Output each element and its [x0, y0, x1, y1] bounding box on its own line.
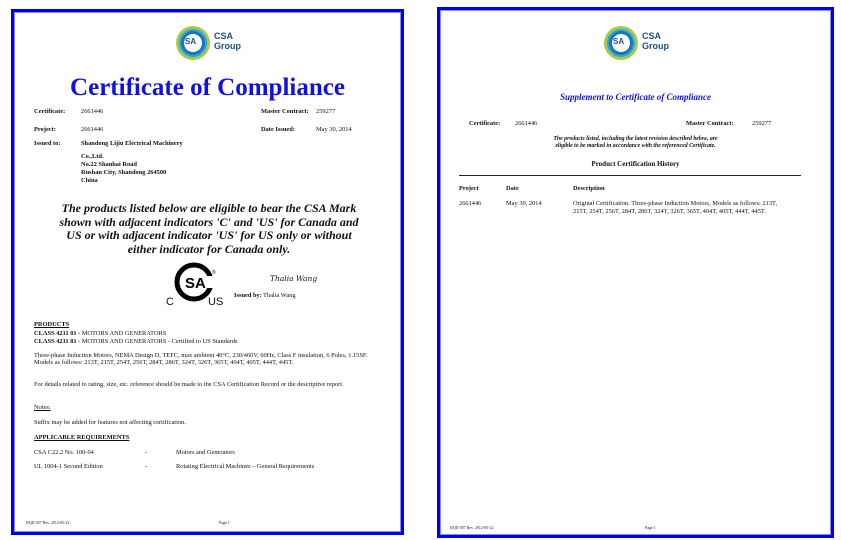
row-date: May 30, 2014 — [506, 200, 542, 207]
csa-logo-icon: SA — [176, 26, 210, 60]
details-note: For details related to rating, size, etc… — [34, 381, 344, 388]
intro-line: The products listed, including the lates… — [553, 136, 718, 142]
issued-to-line: Co.,Ltd. — [81, 153, 104, 160]
master-contract-value: 259277 — [316, 108, 336, 115]
eligibility-statement: The products listed below are eligible t… — [59, 201, 359, 256]
certificate-page: SA CSA Group Certificate of Compliance Ce… — [11, 9, 404, 535]
page-title: Certificate of Compliance — [70, 74, 345, 101]
certificate-label: Certificate: — [34, 108, 66, 115]
logo-text-group: Group — [214, 41, 241, 51]
csa-logo-icon: SA — [604, 26, 638, 60]
certificate-value: 2661446 — [81, 108, 104, 115]
svg-text:SA: SA — [185, 275, 206, 292]
master-contract-label: Master Contract: — [686, 120, 734, 127]
mark-us-indicator: US — [208, 296, 224, 308]
divider — [459, 175, 801, 176]
notes-heading: Notes: — [34, 404, 51, 411]
logo-text-csa: CSA — [214, 31, 234, 41]
history-heading: Product Certification History — [591, 160, 680, 168]
project-value: 2661446 — [81, 126, 104, 133]
column-date: Date — [506, 185, 519, 192]
project-label: Project: — [34, 126, 56, 133]
issued-to-line: China — [81, 177, 98, 184]
class-code: CLASS 4211 01 — [34, 330, 77, 337]
issued-to-line: Rushan City, Shandong 264500 — [81, 169, 167, 176]
certificate-label: Certificate: — [469, 120, 501, 127]
logo-text-csa: CSA — [642, 31, 662, 41]
issued-by-label: Issued by: — [234, 292, 262, 299]
date-issued-value: May 30, 2014 — [316, 126, 352, 133]
column-project: Project — [459, 185, 479, 192]
footer-page-number: Page 1 — [645, 525, 656, 530]
csa-mark-icon: SA — [174, 262, 214, 302]
row-description: 215T, 254T, 256T, 284T, 286T, 324T, 326T… — [573, 208, 766, 215]
class-desc: - MOTORS AND GENERATORS - Certified to U… — [78, 338, 238, 345]
requirement-standard: CSA C22.2 No. 100-04 — [34, 449, 94, 456]
signature: Thalia Wang — [270, 274, 318, 283]
footer-doc-id: DQD 507 Rev. 2012-05-22 — [26, 520, 70, 525]
products-heading: PRODUCTS — [34, 321, 70, 328]
supplement-page: SA CSA Group Supplement to Certificate of… — [437, 7, 834, 538]
master-contract-value: 259277 — [752, 120, 772, 127]
csa-group-logo: SA CSA Group — [604, 26, 674, 62]
issued-to-line: Shandong Lijiu Electrical Machinery — [81, 140, 183, 147]
certificate-value: 2661446 — [515, 120, 538, 127]
footer-page-number: Page 1 — [219, 520, 230, 525]
date-issued-label: Date Issued: — [261, 126, 295, 133]
column-description: Description — [573, 185, 605, 192]
logo-text-group: Group — [642, 41, 669, 51]
row-description: Original Certification. Three-phase Indu… — [573, 200, 778, 207]
master-contract-label: Master Contract: — [261, 108, 309, 115]
requirement-title: Motors and Generators — [176, 449, 235, 456]
class-desc: - MOTORS AND GENERATORS — [78, 330, 167, 337]
row-project: 2661446 — [459, 200, 482, 207]
issued-to-line: No.22 Shanhai Road — [81, 161, 137, 168]
requirement-title: Rotating Electrical Machines – General R… — [176, 463, 315, 470]
issued-to-label: Issued to: — [34, 140, 61, 147]
product-description: Three-phase Induction Motors, NEMA Desig… — [34, 352, 368, 367]
page-title: Supplement to Certificate of Compliance — [560, 92, 711, 102]
intro-line: eligible to be marked in accordance with… — [555, 143, 716, 149]
csa-group-logo: SA CSA Group — [176, 26, 246, 62]
csa-certification-mark: SA ® C US — [166, 262, 226, 312]
footer-doc-id: DQD 507 Rev. 2012-05-22 — [450, 525, 494, 530]
notes-text: Suffix may be added for features not aff… — [34, 419, 186, 426]
mark-c-indicator: C — [166, 296, 174, 308]
requirement-standard: UL 1004-1 Second Edition — [34, 463, 103, 470]
class-code: CLASS 4211 81 — [34, 338, 77, 345]
issued-by-value: Thalia Wang — [263, 292, 296, 299]
requirements-heading: APPLICABLE REQUIREMENTS — [34, 434, 130, 441]
